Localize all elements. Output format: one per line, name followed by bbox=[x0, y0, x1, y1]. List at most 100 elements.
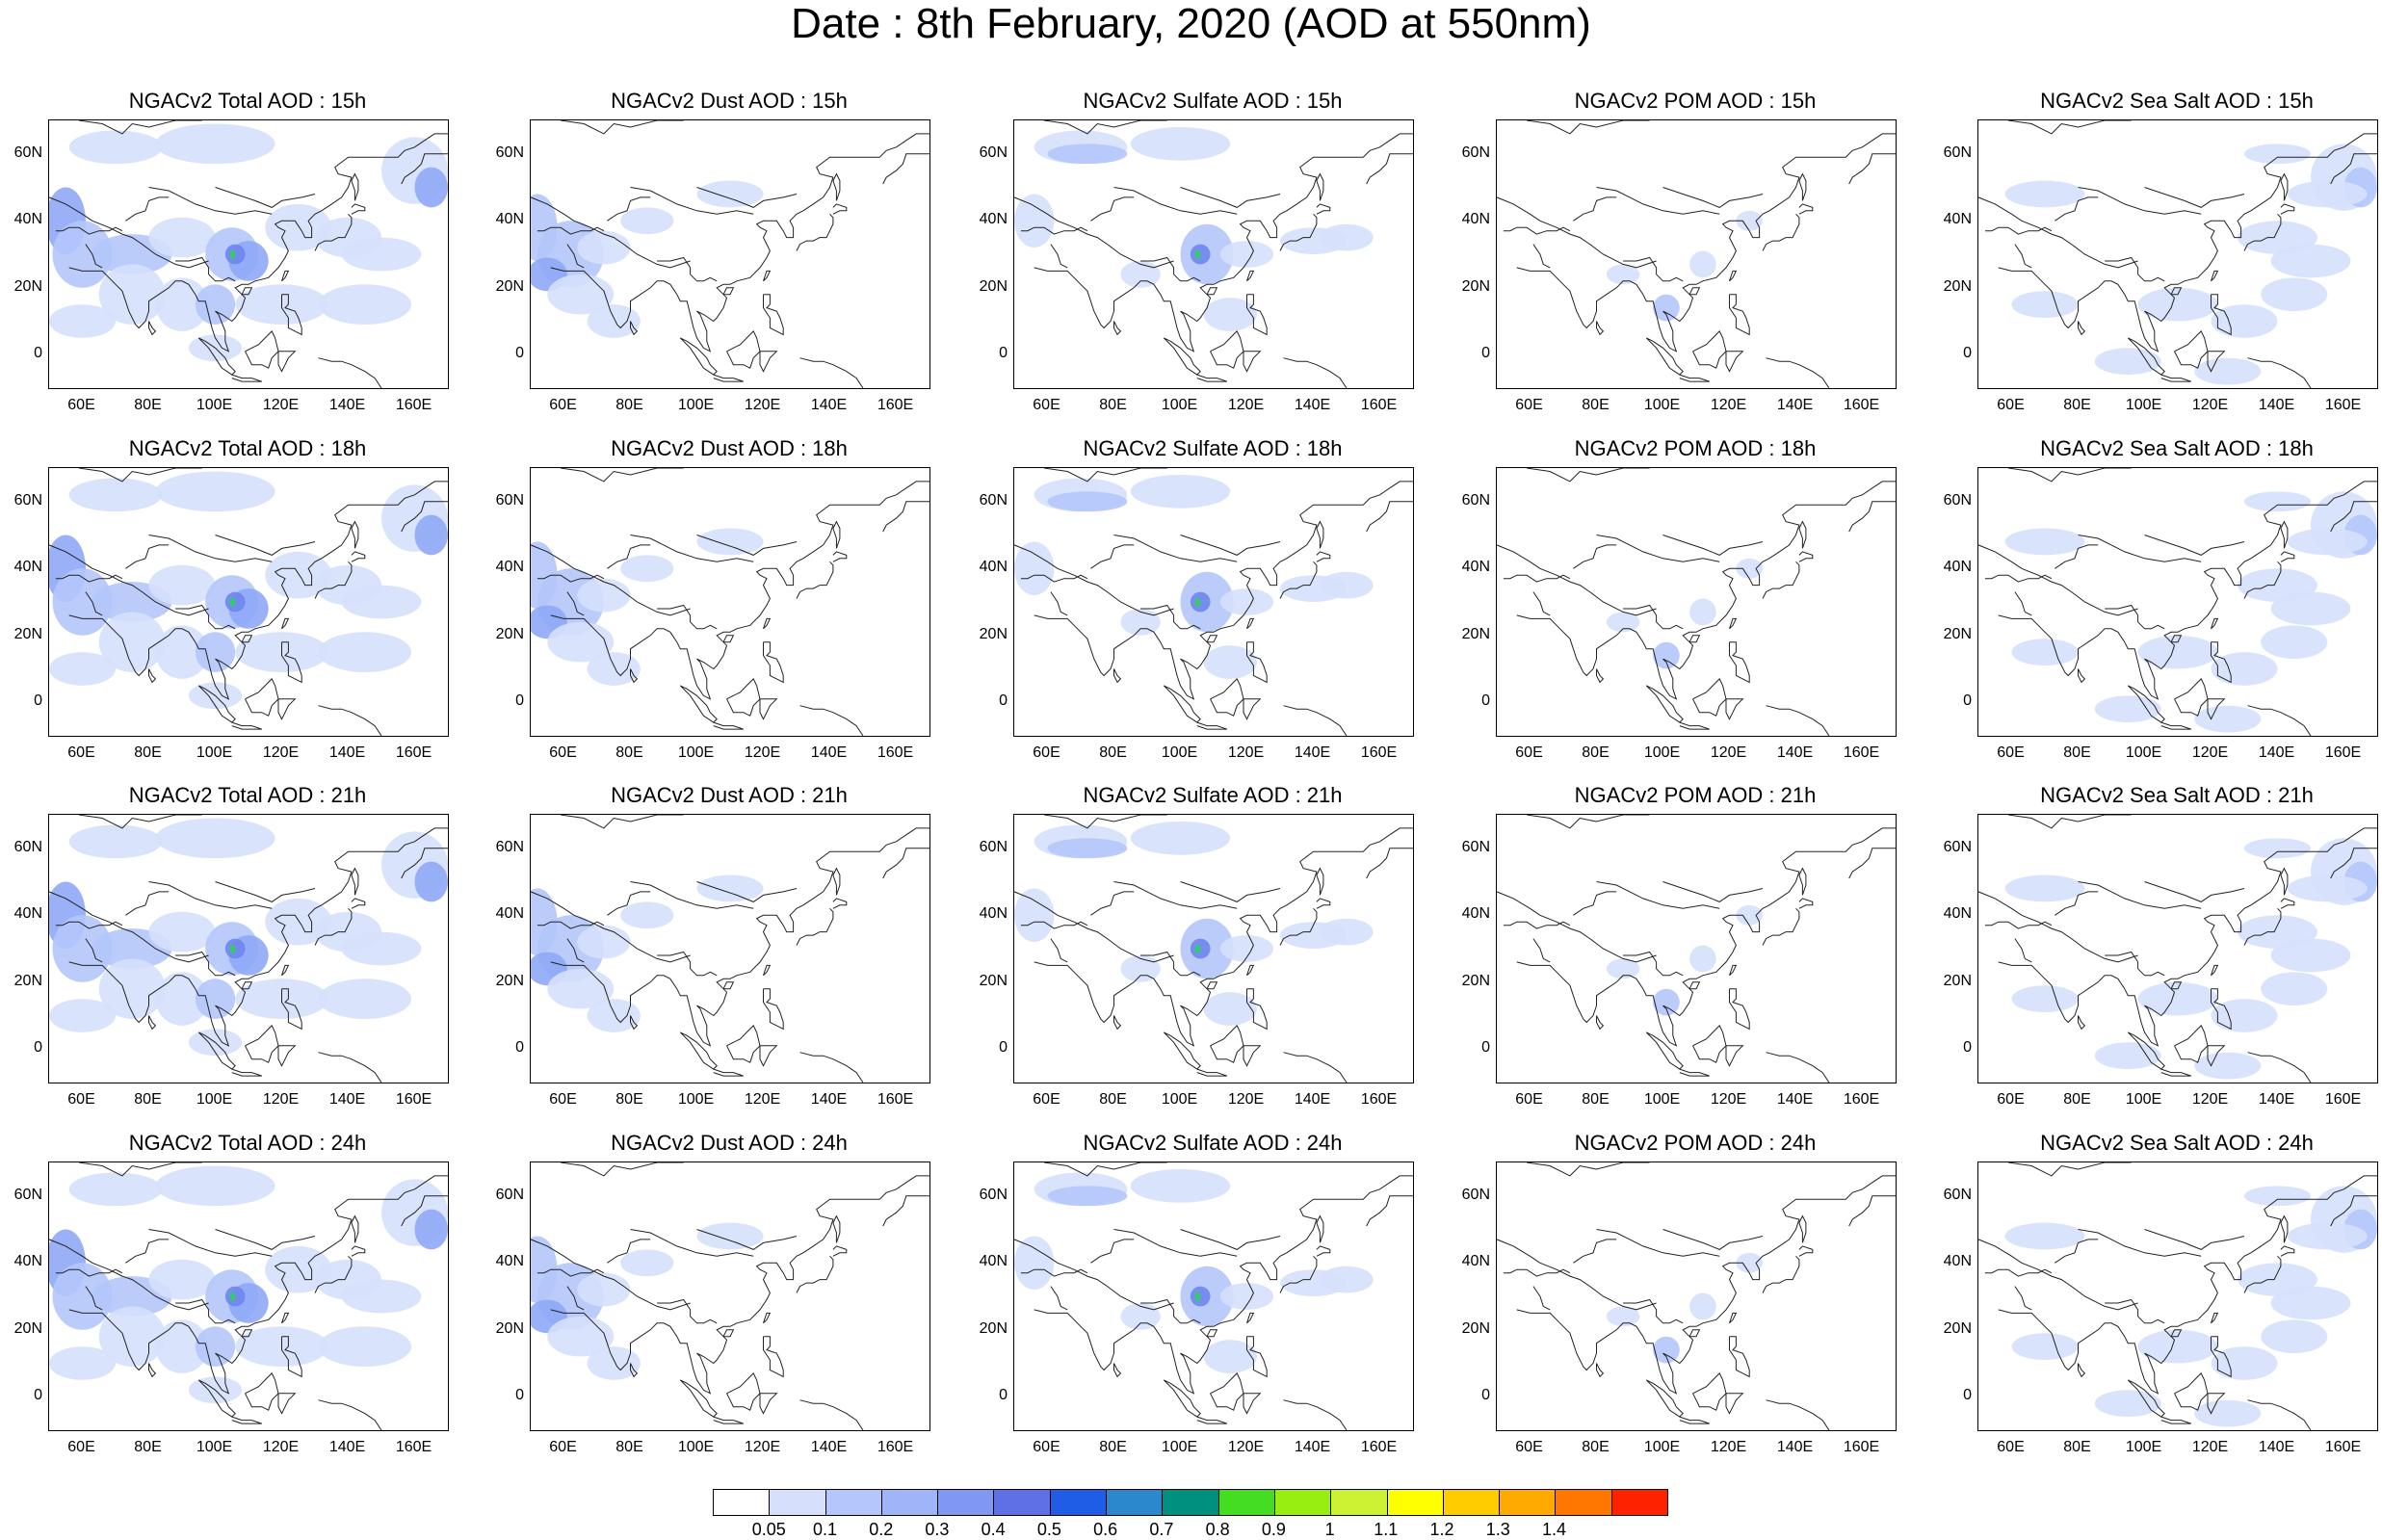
lat-tick-label: 60N bbox=[1943, 1186, 1972, 1203]
coastline bbox=[85, 591, 103, 616]
colorbar-swatch bbox=[1611, 1490, 1668, 1515]
coastline bbox=[2211, 964, 2219, 977]
coastline bbox=[799, 1399, 864, 1430]
coastline bbox=[245, 330, 279, 369]
coastline bbox=[68, 827, 448, 1047]
coastline bbox=[763, 294, 784, 336]
lat-tick-label: 60N bbox=[979, 491, 1008, 509]
panel-title: NGACv2 Dust AOD : 15h bbox=[611, 89, 848, 113]
coastline bbox=[832, 520, 841, 549]
lon-tick-label: 60E bbox=[1033, 744, 1060, 761]
lon-tick-label: 60E bbox=[1997, 397, 2025, 413]
coastline bbox=[1283, 1052, 1348, 1083]
coastline bbox=[314, 561, 353, 599]
coastline bbox=[1662, 535, 1764, 556]
coastline bbox=[713, 1068, 744, 1077]
coastline bbox=[763, 270, 772, 282]
coastline bbox=[1725, 698, 1744, 720]
aod-region bbox=[2211, 1346, 2278, 1380]
lat-tick-label: 0 bbox=[34, 1039, 42, 1057]
aod-region bbox=[1653, 1336, 1680, 1364]
coastline bbox=[566, 1286, 585, 1311]
coastline bbox=[277, 1045, 297, 1067]
coastline bbox=[2078, 535, 2202, 562]
aod-map bbox=[531, 120, 929, 388]
lon-tick-label: 100E bbox=[2125, 397, 2162, 413]
coastline bbox=[1978, 196, 2138, 269]
lon-tick-label: 60E bbox=[549, 397, 577, 413]
coastline bbox=[832, 172, 841, 201]
coastline bbox=[1246, 988, 1268, 1031]
lat-tick-label: 40N bbox=[1461, 211, 1490, 228]
coastline bbox=[696, 1229, 798, 1250]
lat-tick-label: 60N bbox=[1461, 838, 1490, 855]
lon-tick-label: 140E bbox=[2258, 397, 2295, 413]
lon-tick-label: 60E bbox=[67, 744, 95, 761]
coastline bbox=[55, 226, 123, 235]
coastline bbox=[2007, 468, 2132, 483]
lon-tick-label: 140E bbox=[2258, 1091, 2295, 1108]
lon-tick-label: 160E bbox=[395, 1439, 432, 1455]
lon-tick-label: 60E bbox=[549, 1439, 577, 1455]
aod-region bbox=[318, 979, 412, 1019]
coastline bbox=[241, 981, 253, 990]
coastline bbox=[1050, 938, 1068, 963]
lon-tick-label: 160E bbox=[877, 1439, 914, 1455]
coastline bbox=[2014, 244, 2032, 269]
aod-region bbox=[155, 123, 275, 165]
map-frame bbox=[530, 814, 930, 1083]
lon-tick-label: 100E bbox=[1643, 1439, 1681, 1455]
coastline bbox=[2144, 187, 2245, 208]
coastline bbox=[1163, 685, 1201, 723]
lon-tick-label: 120E bbox=[1710, 1439, 1747, 1455]
coastline bbox=[1729, 964, 1738, 977]
map-frame bbox=[1496, 119, 1897, 389]
lon-tick-label: 80E bbox=[2063, 1439, 2091, 1455]
aod-region bbox=[2011, 985, 2079, 1013]
coastline bbox=[281, 988, 302, 1031]
aod-region bbox=[1606, 264, 1640, 285]
coastline bbox=[1978, 1239, 2138, 1311]
coastline bbox=[148, 1363, 157, 1378]
lat-tick-label: 60N bbox=[1943, 838, 1972, 855]
aod-region bbox=[587, 652, 641, 686]
aod-region bbox=[68, 130, 163, 165]
map-frame bbox=[530, 1162, 930, 1431]
aod-map bbox=[49, 468, 448, 736]
colorbar-swatch bbox=[825, 1490, 882, 1515]
lat-tick-label: 40N bbox=[1943, 211, 1972, 228]
coastline bbox=[832, 203, 848, 215]
coastline bbox=[1688, 1329, 1701, 1338]
coastline bbox=[1516, 827, 1896, 1047]
coastline bbox=[1766, 1399, 1830, 1430]
coastline bbox=[78, 120, 202, 135]
aod-region bbox=[1219, 588, 1274, 615]
lat-tick-label: 0 bbox=[1481, 1387, 1490, 1404]
aod-region bbox=[224, 938, 246, 959]
aod-region bbox=[1320, 918, 1374, 946]
aod-region bbox=[1689, 1292, 1716, 1320]
aod-region bbox=[2004, 180, 2085, 208]
coastline bbox=[148, 668, 157, 684]
aod-region bbox=[1014, 1236, 1055, 1291]
aod-region bbox=[2287, 1222, 2368, 1250]
coastline bbox=[277, 1393, 297, 1415]
coastline bbox=[1050, 244, 1068, 269]
coastline bbox=[1180, 1229, 1281, 1250]
lon-tick-label: 60E bbox=[549, 1091, 577, 1108]
panel-title: NGACv2 Sulfate AOD : 15h bbox=[1083, 89, 1343, 113]
coastline bbox=[1998, 827, 2377, 1047]
coastline bbox=[1180, 881, 1281, 902]
coastline bbox=[2007, 120, 2132, 135]
aod-region bbox=[1203, 992, 1257, 1026]
aod-region bbox=[2137, 635, 2218, 669]
aod-region bbox=[2244, 491, 2311, 512]
coastline bbox=[1848, 848, 1896, 879]
lat-tick-label: 60N bbox=[979, 1186, 1008, 1203]
lat-tick-label: 0 bbox=[515, 692, 524, 710]
coastline bbox=[1596, 187, 1720, 215]
aod-region bbox=[2211, 999, 2278, 1032]
coastline bbox=[401, 1195, 448, 1227]
coastline bbox=[1623, 604, 1684, 630]
aod-region bbox=[68, 478, 163, 512]
